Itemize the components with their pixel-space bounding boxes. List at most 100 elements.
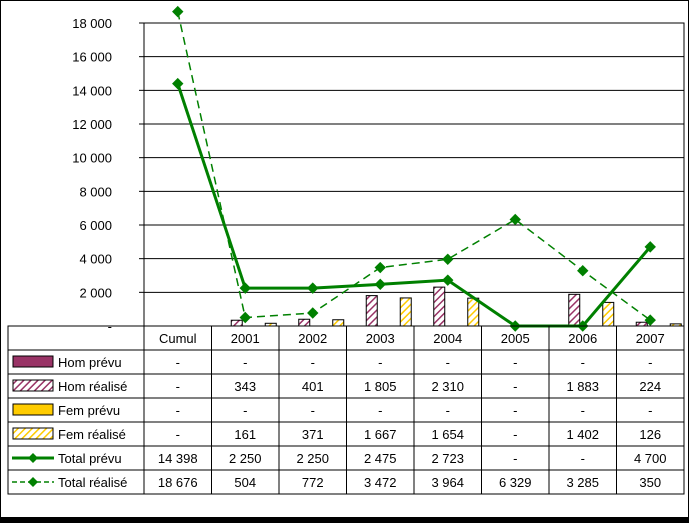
- category-label: 2005: [501, 331, 530, 346]
- category-label: 2001: [231, 331, 260, 346]
- data-label: -: [243, 355, 247, 370]
- data-label: 4 700: [634, 451, 667, 466]
- category-label: 2004: [433, 331, 462, 346]
- category-label: 2006: [568, 331, 597, 346]
- bar-hom-réalisé-2003: [365, 295, 378, 327]
- data-label: 772: [302, 475, 324, 490]
- data-label: -: [311, 355, 315, 370]
- data-label: 1 883: [566, 379, 599, 394]
- data-label: -: [176, 379, 180, 394]
- legend-key-marker: [28, 453, 38, 463]
- bar-hom-réalisé-2001: [230, 319, 243, 327]
- bar-hom-réalisé-2006: [568, 293, 581, 327]
- data-label: 2 475: [364, 451, 397, 466]
- data-label: 2 310: [431, 379, 464, 394]
- y-tick-label: 16 000: [72, 50, 112, 65]
- data-table: Cumul 2001 2002 2003 2004 2005 2006 2007 Hom pré…: [7, 325, 685, 495]
- category-label: 2003: [366, 331, 395, 346]
- category-label: 2002: [298, 331, 327, 346]
- marker-point: [307, 307, 319, 319]
- marker-point: [172, 5, 184, 18]
- data-label: -: [243, 403, 247, 418]
- bar-hom-réalisé-2004: [433, 286, 446, 327]
- data-label: -: [648, 403, 652, 418]
- legend-key-swatch: [12, 379, 54, 392]
- data-label: 371: [302, 427, 324, 442]
- category-label: Cumul: [159, 331, 197, 346]
- data-label: 1 654: [431, 427, 464, 442]
- data-label: -: [311, 403, 315, 418]
- data-label: 2 250: [296, 451, 329, 466]
- data-label: -: [648, 355, 652, 370]
- data-label: -: [581, 403, 585, 418]
- y-tick-label: 2 000: [79, 285, 112, 300]
- data-label: 1 805: [364, 379, 397, 394]
- marker-point: [644, 241, 656, 253]
- data-label: 343: [234, 379, 256, 394]
- category-label: 2007: [636, 331, 665, 346]
- data-label: -: [513, 451, 517, 466]
- legend-key-swatch: [12, 403, 54, 416]
- data-label: 2 723: [431, 451, 464, 466]
- data-label: -: [513, 355, 517, 370]
- data-label: 6 329: [499, 475, 532, 490]
- bar-fem-réalisé-2002: [332, 319, 345, 327]
- y-tick-label: 4 000: [79, 252, 112, 267]
- bar-hom-réalisé-2007: [635, 321, 648, 327]
- data-label: 401: [302, 379, 324, 394]
- data-label: -: [513, 403, 517, 418]
- marker-point: [239, 311, 251, 324]
- data-label: -: [446, 355, 450, 370]
- bar-fem-réalisé-2006: [602, 301, 615, 327]
- data-label: 350: [639, 475, 661, 490]
- marker-point: [374, 261, 386, 274]
- series-label: Hom réalisé: [58, 379, 127, 394]
- y-tick-label: 8 000: [79, 184, 112, 199]
- data-label: 3 472: [364, 475, 397, 490]
- y-tick-label: 14 000: [72, 83, 112, 98]
- marker-point: [172, 77, 184, 90]
- data-label: -: [513, 427, 517, 442]
- legend-key-swatch: [12, 355, 54, 368]
- data-label: 3 285: [566, 475, 599, 490]
- legend-key-marker: [28, 477, 38, 487]
- series-label: Hom prévu: [58, 355, 122, 370]
- data-label: -: [446, 403, 450, 418]
- data-label: -: [378, 403, 382, 418]
- marker-point: [644, 314, 656, 326]
- marker-point: [307, 282, 319, 294]
- data-label: 224: [639, 379, 661, 394]
- data-label: 14 398: [158, 451, 198, 466]
- bar-hom-réalisé-2002: [298, 318, 311, 327]
- data-label: 1 667: [364, 427, 397, 442]
- data-label: 126: [639, 427, 661, 442]
- data-label: -: [513, 379, 517, 394]
- legend-key-swatch: [12, 427, 54, 440]
- series-label: Fem prévu: [58, 403, 120, 418]
- data-label: -: [581, 451, 585, 466]
- marker-point: [577, 264, 589, 277]
- data-label: 504: [234, 475, 256, 490]
- data-label: -: [176, 427, 180, 442]
- line-total-réalisé: [177, 11, 651, 321]
- data-label: -: [581, 355, 585, 370]
- y-tick-label: 12 000: [72, 117, 112, 132]
- y-tick-label: 10 000: [72, 151, 112, 166]
- marker-point: [509, 213, 521, 226]
- bar-fem-réalisé-2004: [467, 297, 480, 327]
- series-label: Fem réalisé: [58, 427, 126, 442]
- data-label: 2 250: [229, 451, 262, 466]
- plot-area: [143, 22, 685, 327]
- bar-fem-réalisé-2003: [399, 297, 412, 327]
- data-label: -: [176, 355, 180, 370]
- y-tick-label: 18 000: [72, 16, 112, 31]
- data-label: 1 402: [566, 427, 599, 442]
- data-label: 3 964: [431, 475, 464, 490]
- data-label: -: [378, 355, 382, 370]
- series-label: Total prévu: [58, 451, 122, 466]
- data-label: 18 676: [158, 475, 198, 490]
- data-label: 161: [234, 427, 256, 442]
- marker-point: [442, 274, 454, 286]
